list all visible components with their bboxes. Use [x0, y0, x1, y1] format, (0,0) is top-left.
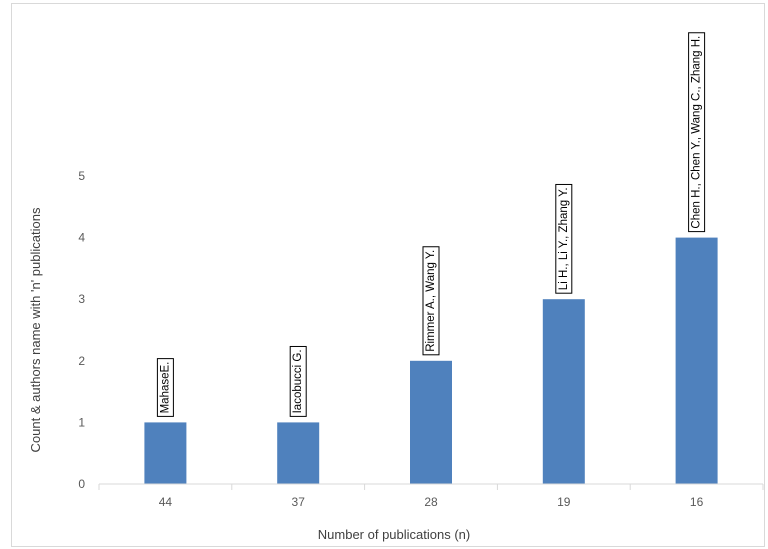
- bars: [144, 237, 718, 484]
- x-tick-label: 44: [159, 495, 173, 509]
- y-axis-title: Count & authors name with 'n' publicatio…: [28, 207, 43, 452]
- chart-area: [11, 3, 765, 547]
- y-tick-label: 0: [78, 477, 85, 491]
- data-label: MahaseE.: [156, 358, 174, 417]
- data-label-text: Chen H., Chen Y., Wang C., Zhang H.: [691, 36, 703, 229]
- data-label: Li H., Li Y., Zhang Y.: [555, 183, 573, 294]
- bar: [410, 360, 452, 484]
- bar: [144, 422, 187, 484]
- bar: [675, 237, 718, 484]
- y-tick-label: 1: [78, 415, 85, 429]
- data-label-text: Iacobucci G.: [292, 349, 304, 413]
- y-tick-label: 2: [78, 354, 85, 368]
- x-tick-label: 16: [690, 495, 704, 509]
- data-label-text: Rimmer A., Wang Y.: [425, 250, 437, 352]
- data-label: Chen H., Chen Y., Wang C., Zhang H.: [688, 32, 706, 233]
- y-tick-label: 5: [78, 169, 85, 183]
- y-tick-label: 3: [78, 292, 85, 306]
- data-labels: MahaseE. Iacobucci G. Rimmer A., Wang Y. Li…: [156, 32, 706, 417]
- bar: [542, 299, 585, 484]
- data-label: Rimmer A., Wang Y.: [422, 246, 440, 356]
- data-label-text: MahaseE.: [159, 362, 171, 414]
- x-tick-label: 37: [292, 495, 306, 509]
- x-tick-label: 19: [557, 495, 571, 509]
- data-label: Iacobucci G.: [289, 345, 307, 417]
- y-tick-label: 4: [78, 231, 85, 245]
- bar: [277, 422, 320, 484]
- x-tick-label: 28: [424, 495, 438, 509]
- x-axis-title: Number of publications (n): [318, 527, 470, 542]
- y-axis-tick-labels: 0 1 2 3 4 5: [78, 169, 85, 491]
- data-label-text: Li H., Li Y., Zhang Y.: [558, 187, 570, 290]
- x-axis: [98, 483, 764, 490]
- x-axis-tick-labels: 44 37 28 19 16: [159, 495, 704, 509]
